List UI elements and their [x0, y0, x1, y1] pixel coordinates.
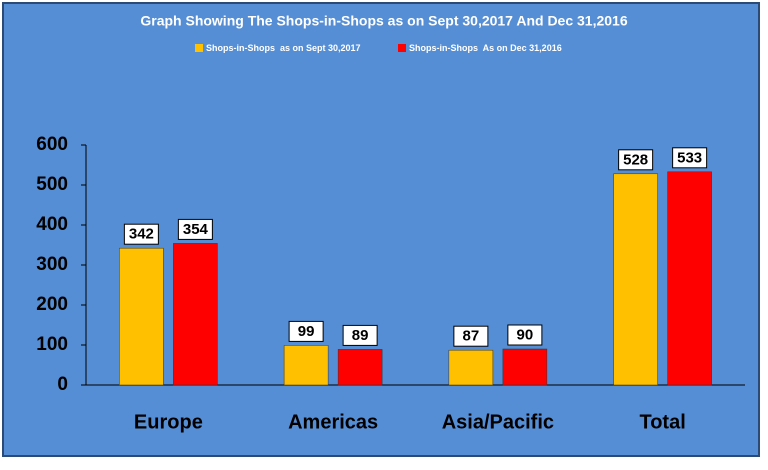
bar: [448, 349, 494, 386]
data-label-box: [342, 324, 378, 346]
legend-label: Shops-in-Shops As on Dec 31,2016: [409, 43, 562, 53]
bar: [283, 345, 329, 386]
y-tick-label: 600: [36, 134, 68, 155]
data-label-box: [453, 325, 489, 347]
chart-title: Graph Showing The Shops-in-Shops as on S…: [140, 13, 627, 29]
y-tick-label: 400: [36, 214, 68, 235]
bar: [337, 349, 383, 386]
legend-swatch: [398, 44, 406, 52]
data-label-box: [177, 218, 213, 240]
data-label: 89: [352, 327, 369, 344]
data-label: 354: [183, 221, 209, 238]
y-tick-label: 300: [36, 254, 68, 275]
data-label: 90: [517, 326, 534, 343]
data-label: 528: [623, 151, 648, 168]
bar: [502, 348, 548, 386]
bar: [613, 173, 658, 386]
data-label-box: [123, 223, 159, 245]
y-tick-label: 500: [36, 174, 68, 195]
y-tick-label: 0: [57, 374, 68, 395]
data-label-box: [618, 149, 654, 171]
x-tick-label: Total: [639, 411, 685, 433]
bar: [667, 171, 712, 386]
x-tick-label: Americas: [288, 411, 378, 433]
bar: [173, 243, 218, 386]
bar: [119, 247, 164, 386]
y-tick-label: 100: [36, 334, 68, 355]
data-label-box: [507, 324, 543, 346]
data-label: 342: [129, 226, 154, 243]
x-tick-label: Asia/Pacific: [442, 411, 554, 433]
data-label: 87: [463, 328, 480, 345]
legend-swatch: [195, 44, 203, 52]
data-label-box: [288, 320, 324, 342]
x-tick-label: Europe: [134, 411, 203, 433]
y-tick-label: 200: [36, 294, 68, 315]
data-label: 99: [298, 323, 315, 340]
data-label-box: [672, 147, 708, 169]
legend-label: Shops-in-Shops as on Sept 30,2017: [206, 43, 361, 53]
data-label: 533: [677, 149, 702, 166]
